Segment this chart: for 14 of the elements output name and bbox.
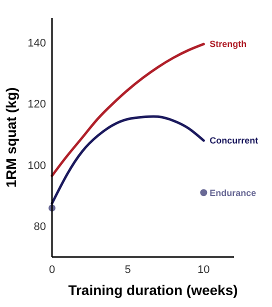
x-tick-label: 5 (124, 264, 131, 276)
y-tick-label: 140 (28, 37, 46, 50)
y-tick-label: 80 (34, 221, 46, 234)
y-tick-label: 120 (28, 98, 46, 111)
x-tick-label: 10 (198, 264, 210, 276)
series-label: Strength (210, 39, 247, 50)
series-label: Concurrent (210, 136, 258, 146)
y-tick-label: 100 (28, 160, 46, 172)
x-tick-label: 0 (48, 264, 56, 276)
line-series (50, 115, 205, 205)
line-series (50, 42, 205, 178)
series-label: Endurance (210, 188, 256, 198)
y-axis-title: 1RM squat (kg) (3, 87, 19, 188)
x-axis-title: Training duration (weeks) (68, 282, 238, 298)
